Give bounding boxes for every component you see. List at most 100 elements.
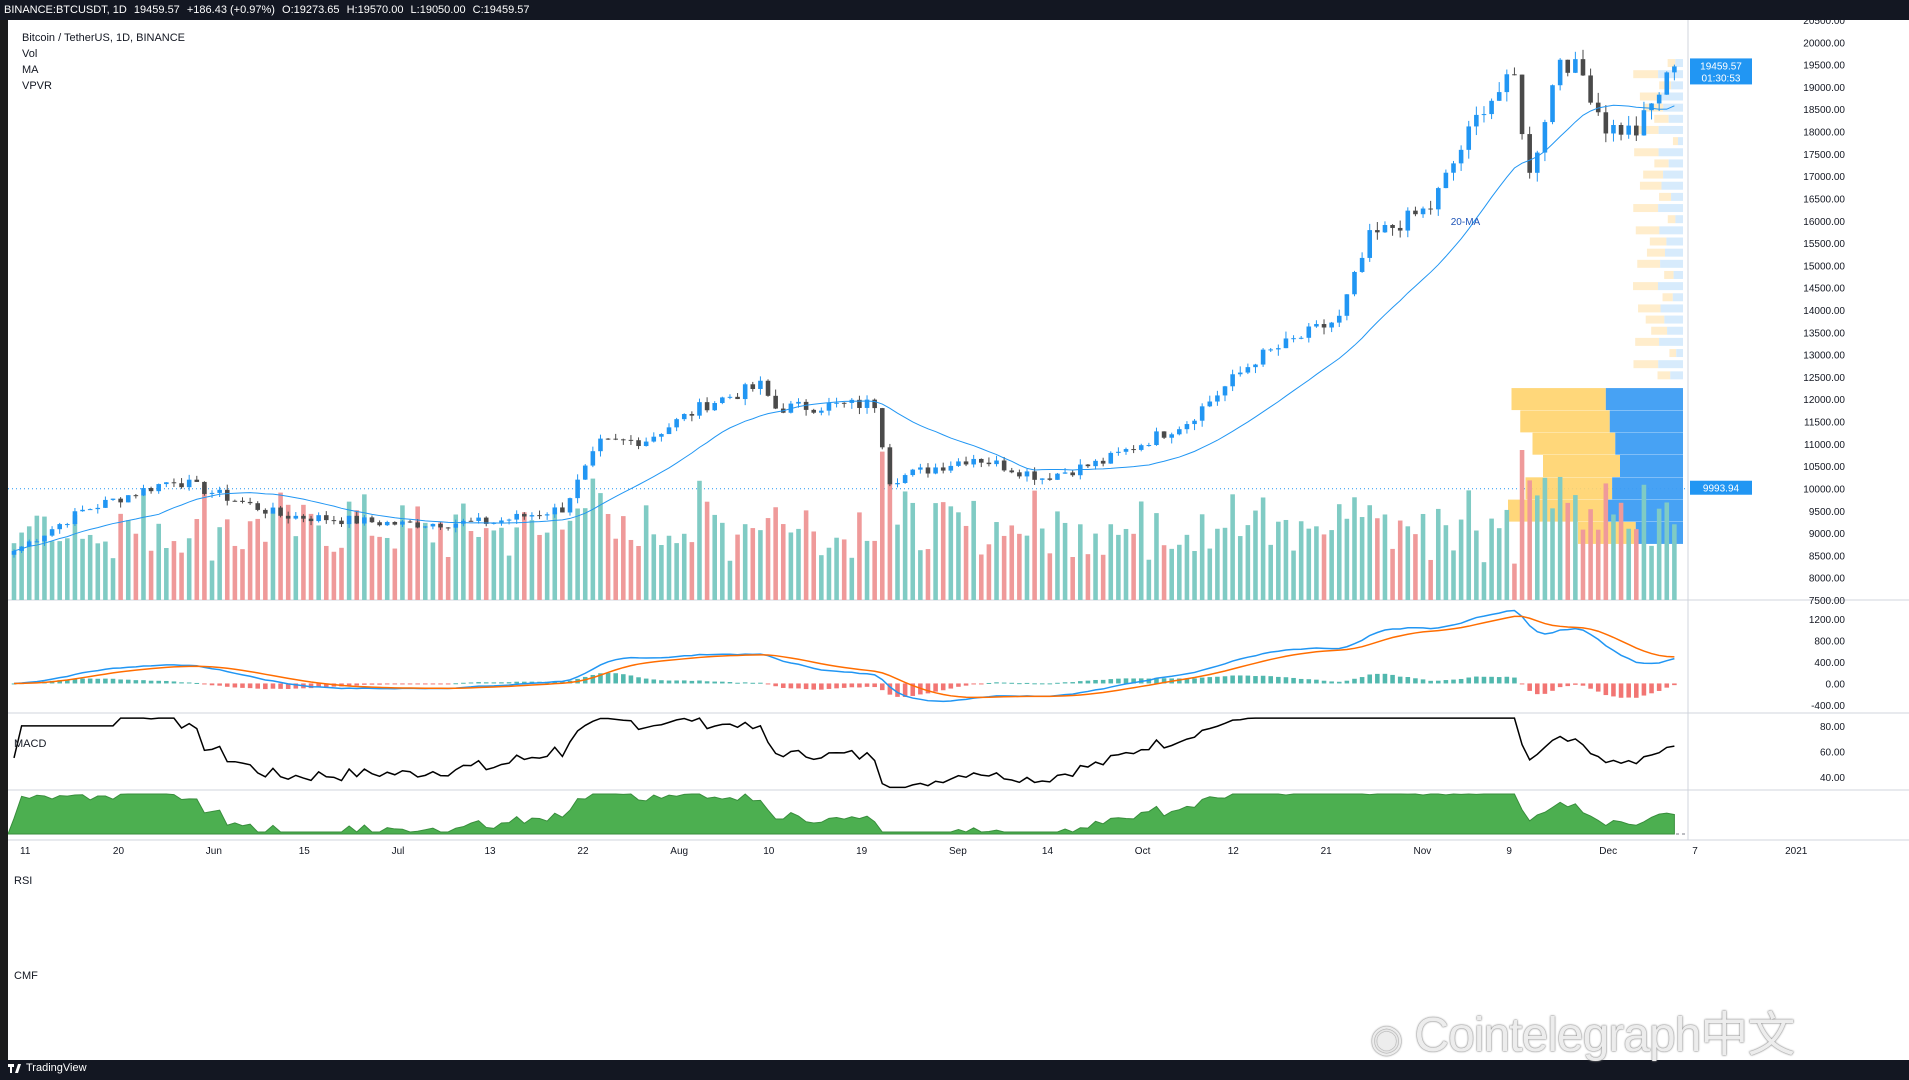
volume-bar bbox=[567, 520, 573, 600]
macd-histogram-bar bbox=[689, 680, 695, 684]
candle-body bbox=[1100, 460, 1106, 464]
volume-bar bbox=[925, 549, 931, 600]
macd-histogram-bar bbox=[704, 681, 710, 684]
chart-svg[interactable]: 20-MA 20500.00 20000.00 19500.00 19000.00 185… bbox=[7, 16, 1909, 1060]
vpvr-bar-sell bbox=[1643, 170, 1664, 179]
candle bbox=[575, 474, 580, 504]
legend-title[interactable]: Bitcoin / TetherUS, 1D, BINANCE bbox=[22, 32, 186, 44]
tradingview-logo[interactable]: TradingView bbox=[8, 1062, 87, 1074]
candle-body bbox=[1116, 451, 1121, 453]
macd-histogram-bar bbox=[1359, 677, 1365, 684]
time-tick-label: 12 bbox=[1228, 846, 1240, 857]
macd-histogram-bar bbox=[864, 683, 870, 687]
volume-bar bbox=[590, 478, 596, 600]
macd-histogram-bar bbox=[1321, 680, 1327, 684]
volume-bar bbox=[293, 536, 299, 600]
vpvr-bar-sell bbox=[1659, 192, 1672, 201]
candle-body bbox=[681, 414, 687, 420]
candle bbox=[780, 403, 786, 414]
macd-histogram-bar bbox=[506, 682, 512, 684]
macd-histogram-bar bbox=[720, 681, 725, 684]
macd-histogram-bar bbox=[750, 682, 756, 684]
rsi-pane-label[interactable]: RSI bbox=[14, 875, 33, 887]
candle bbox=[910, 468, 916, 477]
macd-histogram-bar bbox=[499, 682, 504, 684]
macd-histogram-bar bbox=[1542, 683, 1548, 694]
candle-body bbox=[392, 521, 398, 525]
volume-bar bbox=[430, 542, 436, 600]
volume-bar bbox=[1481, 562, 1487, 600]
candle bbox=[1527, 126, 1532, 179]
volume-bar bbox=[461, 503, 466, 600]
macd-tick-label: -400.00 bbox=[1811, 701, 1845, 712]
volume-bar bbox=[529, 520, 535, 600]
chart-canvas[interactable]: 20-MA 20500.00 20000.00 19500.00 19000.00 185… bbox=[7, 16, 1909, 1060]
candle-body bbox=[773, 395, 778, 409]
macd-histogram-bar bbox=[263, 683, 268, 690]
macd-pane-label[interactable]: MACD bbox=[14, 738, 47, 750]
legend-ma[interactable]: MA bbox=[22, 64, 39, 76]
volume-bar bbox=[659, 545, 664, 600]
volume-bar bbox=[1611, 514, 1616, 600]
candle bbox=[1550, 84, 1555, 125]
candle-body bbox=[1184, 424, 1190, 430]
cmf-pane-label[interactable]: CMF bbox=[14, 970, 38, 982]
volume-bar bbox=[1550, 508, 1555, 600]
vpvr-bar-buy bbox=[1661, 181, 1683, 190]
candle bbox=[1222, 385, 1228, 402]
volume-bar bbox=[49, 541, 55, 600]
candle bbox=[499, 517, 504, 526]
volume-bar bbox=[453, 514, 459, 600]
candle bbox=[1573, 51, 1578, 74]
volume-bar bbox=[270, 513, 276, 600]
vpvr-bar-sell bbox=[1657, 371, 1671, 380]
macd-histogram-bar bbox=[1192, 678, 1197, 684]
candle-body bbox=[80, 509, 85, 512]
candle bbox=[1268, 348, 1273, 352]
volume-bar bbox=[1626, 528, 1631, 600]
hline-price-tag bbox=[1690, 480, 1752, 495]
macd-histogram-bar bbox=[1588, 683, 1593, 689]
candle bbox=[704, 397, 710, 413]
macd-histogram-bar bbox=[780, 683, 786, 688]
macd-histogram-bar bbox=[1237, 675, 1243, 684]
macd-histogram-bar bbox=[1481, 676, 1487, 684]
candle bbox=[1161, 431, 1167, 439]
candle-body bbox=[1474, 114, 1479, 127]
candle bbox=[247, 497, 253, 505]
candle bbox=[994, 455, 999, 467]
macd-histogram-bar bbox=[1336, 681, 1342, 684]
candle bbox=[712, 401, 717, 412]
candle-body bbox=[453, 523, 459, 528]
candle-body bbox=[925, 467, 931, 474]
price-tick-label: 8500.00 bbox=[1809, 551, 1846, 562]
candle-body bbox=[895, 482, 900, 485]
candle bbox=[636, 437, 641, 450]
candle-body bbox=[232, 500, 238, 502]
volume-bar bbox=[377, 536, 382, 600]
legend-vol[interactable]: Vol bbox=[22, 48, 38, 60]
time-tick-label: 7 bbox=[1692, 846, 1698, 857]
symbol-name[interactable]: BINANCE:BTCUSDT, 1D bbox=[4, 4, 127, 16]
candle-body bbox=[819, 410, 824, 413]
candle-body bbox=[171, 482, 177, 484]
candle-body bbox=[156, 484, 161, 492]
candle-body bbox=[956, 461, 961, 466]
volume-bar bbox=[681, 533, 687, 600]
macd-histogram-bar bbox=[1329, 681, 1334, 684]
candle-body bbox=[110, 498, 116, 500]
candle-body bbox=[179, 483, 184, 488]
macd-histogram-bar bbox=[1428, 680, 1433, 684]
volume-bar bbox=[1390, 548, 1395, 600]
candle bbox=[209, 490, 215, 498]
candle-body bbox=[1367, 230, 1373, 258]
macd-histogram-bar bbox=[240, 683, 245, 688]
legend-vpvr[interactable]: VPVR bbox=[22, 80, 52, 92]
candle-body bbox=[971, 458, 976, 465]
candle-body bbox=[1634, 125, 1639, 136]
candle bbox=[133, 493, 139, 499]
volume-bar bbox=[819, 555, 824, 600]
candle-body bbox=[1047, 478, 1053, 480]
price-tick-label: 15500.00 bbox=[1803, 239, 1845, 250]
symbol-header[interactable]: BINANCE:BTCUSDT, 1D 19459.57 +186.43 (+0… bbox=[0, 0, 1909, 20]
